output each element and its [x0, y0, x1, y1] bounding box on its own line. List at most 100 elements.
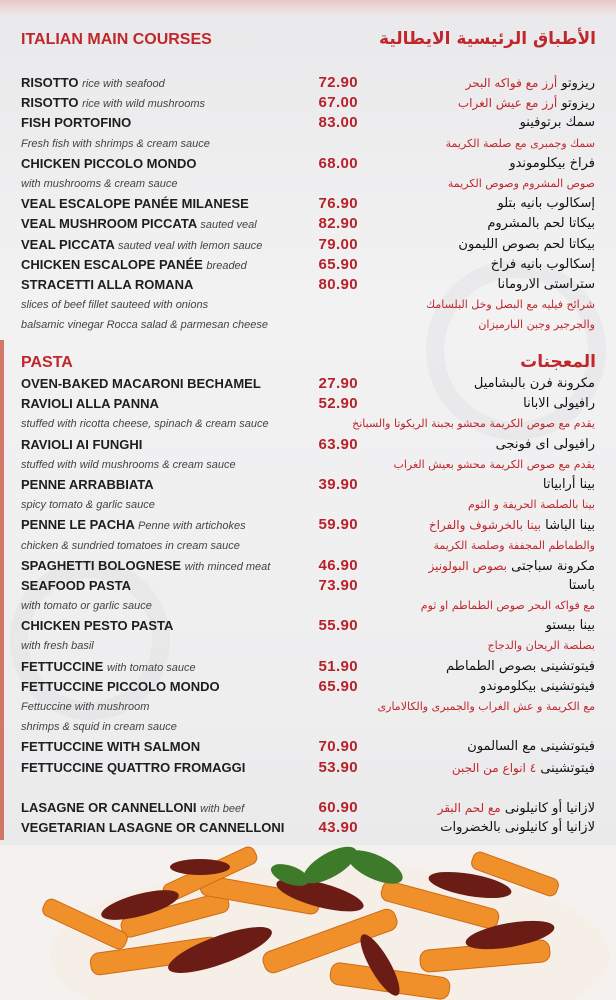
item-name-en: SEAFOOD PASTA	[21, 576, 131, 596]
item-price: 72.90	[318, 74, 358, 91]
description-ar: والجرجير وجبن البارميزان	[478, 318, 595, 332]
item-name: CHICKEN ESCALOPE PANÉE	[21, 256, 203, 272]
description-ar: مع فواكه البحر صوص الطماطم او ثوم	[420, 599, 595, 613]
item-name-arabic: لازانيا أو كانيلونى	[504, 800, 595, 816]
item-name: PENNE ARRABBIATA	[21, 476, 154, 492]
menu-item: SPAGHETTI BOLOGNESE with minced meat 46.9…	[0, 556, 616, 576]
item-name: STRACETTI ALLA ROMANA	[21, 276, 194, 292]
item-name-ar: فيتوتشينى بيكلوموندو	[480, 677, 595, 697]
section-title-main-courses-ar: الأطباق الرئيسية الايطالية	[379, 29, 596, 49]
item-name-arabic: بيكاتا لحم بالمشروم	[487, 216, 595, 232]
description-ar: شرائح فيليه مع البصل وخل البلسامك	[426, 298, 595, 312]
menu-item: RAVIOLI ALLA PANNA 52.90 رافيولى الابانا	[0, 394, 616, 414]
description-en: Fettuccine with mushroom	[21, 701, 150, 713]
item-description: chicken & sundried tomatoes in cream sau…	[0, 536, 616, 556]
item-name-ar: ريزوتو أرز مع فواكه البحر	[466, 73, 595, 94]
description-ar: مع الكريمة و عش الغراب والجمبرى والكالام…	[377, 700, 595, 713]
item-note: with tomato sauce	[106, 661, 196, 674]
item-name-ar: سمك برتوفينو	[520, 113, 595, 133]
item-note: with minced meat	[184, 560, 271, 573]
item-description: stuffed with wild mushrooms & cream sauc…	[0, 455, 616, 475]
item-name-ar: فيتوتشينى بصوص الطماطم	[446, 657, 595, 677]
menu-item: PENNE ARRABBIATA 39.90 بينا أرابياتا	[0, 475, 616, 495]
item-name-en: STRACETTI ALLA ROMANA	[21, 275, 193, 295]
item-name: RAVIOLI AI FUNGHI	[21, 436, 143, 452]
item-name: FISH PORTOFINO	[21, 115, 132, 131]
item-note: with beef	[200, 802, 245, 815]
item-name-arabic: إسكالوب بانيه بتلو	[497, 196, 595, 212]
description-ar: بينا بالصلصة الحريفة و الثوم	[467, 498, 595, 512]
item-name: CHICKEN PICCOLO MONDO	[21, 155, 197, 171]
menu-item: FETTUCCINE QUATTRO FROMAGGI 53.90 فيتوتشين…	[0, 758, 616, 778]
item-name: RISOTTO	[21, 75, 79, 90]
top-border	[0, 0, 616, 14]
item-name: FETTUCCINE PICCOLO MONDO	[21, 678, 220, 694]
item-name-arabic: لازانيا أو كانيلونى بالخضروات	[440, 820, 595, 836]
item-description: stuffed with ricotta cheese, spinach & c…	[0, 414, 616, 434]
description-en: Fresh fish with shrimps & cream sauce	[21, 137, 210, 150]
item-name-arabic: فراخ بيكلوموندو	[509, 155, 595, 171]
spacer	[0, 778, 616, 798]
item-name-arabic: إسكالوب بانيه فراخ	[490, 256, 595, 272]
item-description: slices of beef fillet sauteed with onion…	[0, 295, 616, 315]
item-note: sauted veal	[200, 219, 257, 232]
item-name-ar: بيكاتا لحم بصوص الليمون	[458, 235, 595, 255]
item-name: OVEN-BAKED MACARONI BECHAMEL	[21, 376, 261, 391]
item-name-en: FETTUCCINE WITH SALMON	[21, 737, 200, 757]
item-note: rice with seafood	[82, 78, 165, 90]
description-en: chicken & sundried tomatoes in cream sau…	[21, 539, 240, 552]
item-note-arabic: بصوص البولونيز	[428, 558, 507, 573]
menu-item: CHICKEN PESTO PASTA 55.90 بينا بيستو	[0, 616, 616, 636]
item-price: 70.90	[318, 738, 358, 756]
item-name-en: CHICKEN PICCOLO MONDO	[21, 154, 197, 174]
item-name-en: RISOTTO rice with seafood	[21, 73, 165, 94]
item-name: FETTUCCINE	[21, 658, 104, 674]
item-name-en: FETTUCCINE QUATTRO FROMAGGI	[21, 758, 245, 778]
item-name-en: RAVIOLI ALLA PANNA	[21, 394, 159, 414]
menu-item: FETTUCCINE WITH SALMON 70.90 فيتوتشينى مع …	[0, 737, 616, 757]
item-name-en: RAVIOLI AI FUNGHI	[21, 435, 142, 455]
item-name-arabic: رافيولى اى فونجى	[495, 436, 595, 452]
description-ar: يقدم مع صوص الكريمة محشو بجبنة الريكوتا …	[352, 417, 595, 431]
item-price: 82.90	[318, 215, 358, 233]
item-name-en: FETTUCCINE PICCOLO MONDO	[21, 677, 220, 697]
item-name: VEAL MUSHROOM PICCATA	[21, 216, 197, 232]
item-description: shrimps & squid in cream sauce	[0, 717, 616, 737]
item-name-arabic: بينا أرابياتا	[542, 476, 595, 492]
item-name-ar: ريزوتو أرز مع عيش الغراب	[458, 93, 595, 114]
item-name-en: RISOTTO rice with wild mushrooms	[21, 93, 205, 114]
item-name-arabic: ستراستى الارومانا	[497, 276, 595, 292]
item-name-ar: مكرونة فرن بالبشاميل	[474, 374, 595, 394]
item-name-en: CHICKEN PESTO PASTA	[21, 616, 173, 636]
item-name: VEAL PICCATA	[21, 236, 115, 252]
section-title-pasta-ar: المعجنات	[520, 352, 596, 372]
item-note: Penne with artichokes	[138, 520, 246, 533]
item-name: VEGETARIAN LASAGNE OR CANNELLONI	[21, 820, 285, 836]
item-price: 39.90	[318, 475, 358, 493]
item-note: rice with wild mushrooms	[82, 98, 206, 111]
item-note-arabic: مع لحم البقر	[437, 800, 501, 815]
item-name-ar: لازانيا أو كانيلونى بالخضروات	[440, 818, 595, 838]
item-name: RAVIOLI ALLA PANNA	[21, 396, 159, 412]
item-price: 55.90	[318, 617, 358, 635]
item-name: SEAFOOD PASTA	[21, 577, 132, 593]
left-border	[0, 340, 4, 840]
item-name-en: PENNE LE PACHA Penne with artichokes	[21, 515, 246, 536]
item-name-ar: فيتوتشينى مع السالمون	[467, 737, 595, 757]
description-en: shrimps & squid in cream sauce	[21, 721, 177, 734]
menu-item: VEGETARIAN LASAGNE OR CANNELLONI 43.90 لاز…	[0, 818, 616, 838]
item-name-ar: إسكالوب بانيه بتلو	[498, 194, 595, 214]
menu-item: CHICKEN ESCALOPE PANÉE breaded 65.90 إسكال…	[0, 255, 616, 275]
penne-pasta-photo	[0, 845, 616, 1000]
pasta-list: OVEN-BAKED MACARONI BECHAMEL 27.90 مكرونة …	[0, 374, 616, 838]
description-en: slices of beef fillet sauteed with onion…	[21, 299, 209, 312]
item-price: 79.00	[318, 235, 358, 253]
description-en: with fresh basil	[21, 640, 94, 653]
item-name-arabic: بيكاتا لحم بصوص الليمون	[458, 236, 595, 252]
description-en: stuffed with wild mushrooms & cream sauc…	[21, 458, 236, 471]
item-name-ar: فراخ بيكلوموندو	[509, 154, 595, 174]
item-name-arabic: ريزوتو	[561, 76, 595, 91]
item-price: 83.00	[318, 114, 358, 132]
item-name: SPAGHETTI BOLOGNESE	[21, 557, 182, 573]
item-name-ar: إسكالوب بانيه فراخ	[491, 255, 595, 275]
